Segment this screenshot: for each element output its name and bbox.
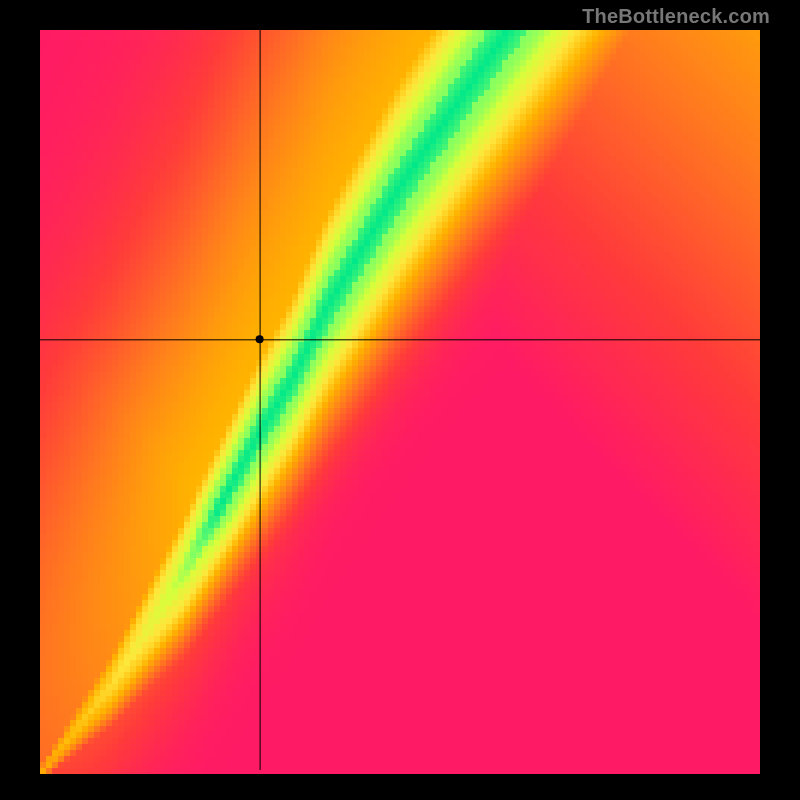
watermark-text: TheBottleneck.com — [582, 6, 770, 29]
chart-container: TheBottleneck.com — [0, 0, 800, 800]
heatmap-canvas — [0, 0, 800, 800]
